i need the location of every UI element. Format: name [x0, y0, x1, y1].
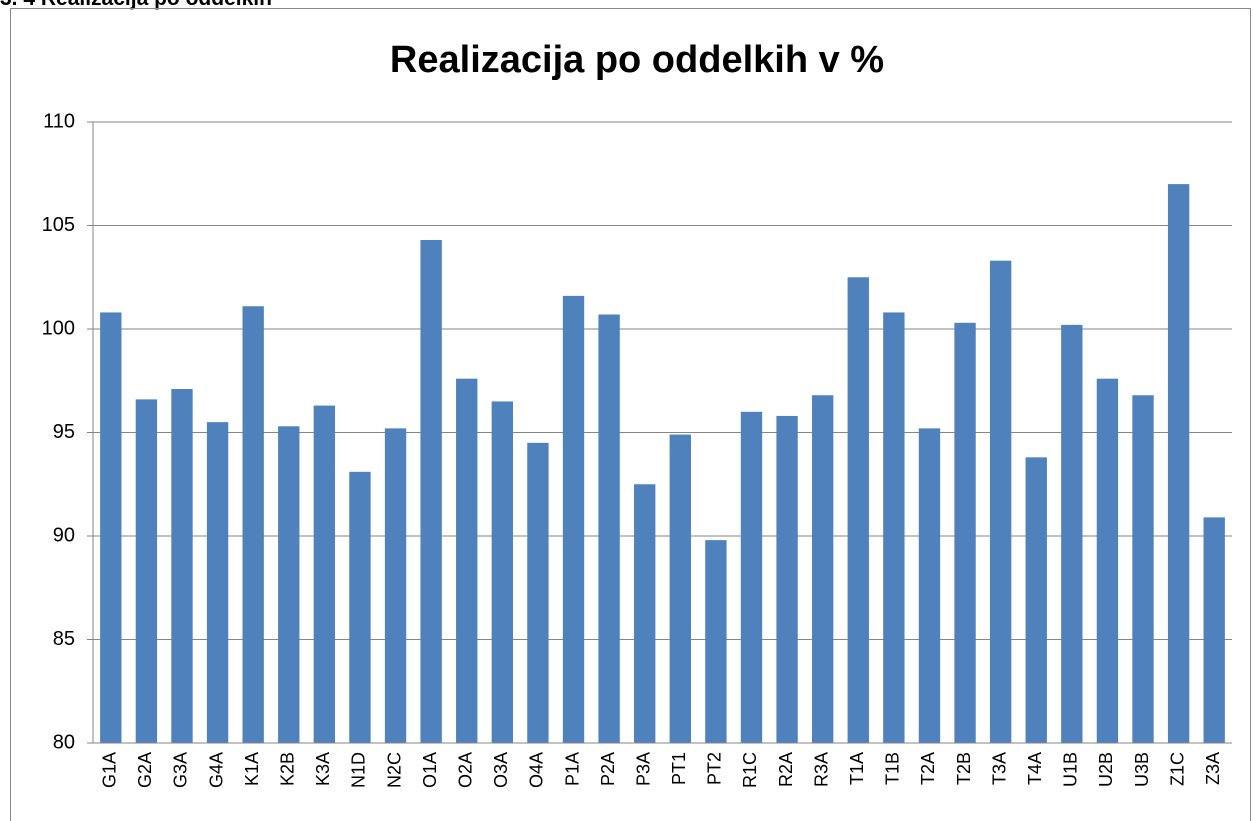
- x-tick-label: G3A: [171, 752, 191, 788]
- x-tick-label: K1A: [242, 752, 262, 786]
- bar: [206, 422, 229, 743]
- bar: [740, 411, 763, 743]
- y-tick-label: 110: [43, 110, 75, 132]
- x-tick-label: PT1: [669, 752, 689, 785]
- bar: [811, 395, 834, 743]
- x-tick-label: G4A: [206, 752, 226, 788]
- x-tick-label: PT2: [705, 752, 725, 785]
- y-tick-label: 95: [53, 421, 75, 443]
- bar: [1132, 395, 1154, 743]
- x-tick-label: P2A: [598, 752, 618, 786]
- chart-frame: [10, 8, 1251, 821]
- y-tick-label: 105: [42, 214, 75, 236]
- chart-title: Realizacija po oddelkih v %: [390, 39, 884, 81]
- bar: [634, 484, 656, 743]
- bar: [384, 428, 407, 743]
- bar: [598, 314, 620, 743]
- bar: [883, 312, 905, 743]
- x-tick-label: T2B: [954, 752, 974, 785]
- x-tick-label: N1D: [349, 752, 369, 788]
- bar: [349, 471, 371, 743]
- bar: [776, 415, 798, 743]
- x-tick-label: K2B: [278, 752, 298, 786]
- x-tick-label: T1A: [847, 752, 867, 785]
- x-tick-label: U2B: [1096, 752, 1116, 787]
- bar: [242, 306, 264, 743]
- bar: [1096, 378, 1119, 743]
- bar: [1061, 324, 1083, 743]
- x-tick-label: T2A: [918, 752, 938, 785]
- bar: [1167, 184, 1190, 744]
- bar: [278, 426, 300, 743]
- bar: [100, 312, 122, 743]
- x-tick-label: O3A: [491, 752, 511, 788]
- x-tick-label: G1A: [100, 752, 120, 788]
- bar: [420, 239, 442, 744]
- y-tick-label: 100: [42, 317, 75, 339]
- bar: [313, 405, 336, 743]
- bar: [954, 322, 976, 743]
- x-tick-label: R3A: [811, 752, 831, 787]
- y-tick-label: 85: [53, 628, 75, 650]
- x-tick-label: N2C: [384, 752, 404, 788]
- bar: [1203, 517, 1225, 743]
- x-tick-label: R1C: [740, 752, 760, 788]
- bar: [491, 401, 514, 743]
- bar: [562, 295, 585, 743]
- bar: [705, 540, 727, 743]
- x-tick-label: U1B: [1061, 752, 1081, 787]
- bar: [1025, 457, 1047, 743]
- x-tick-label: G2A: [135, 752, 155, 788]
- x-tick-label: T1B: [883, 752, 903, 785]
- section-heading: 3. 4 Realizacija po oddelkih: [0, 0, 272, 10]
- x-tick-label: Z3A: [1203, 752, 1223, 785]
- x-tick-label: P3A: [633, 752, 653, 786]
- x-tick-label: Z1C: [1167, 752, 1187, 786]
- x-tick-label: T4A: [1025, 752, 1045, 785]
- bar: [918, 428, 941, 743]
- x-tick-label: O2A: [455, 752, 475, 788]
- bar: [135, 399, 158, 743]
- bar: [171, 389, 193, 743]
- x-tick-label: O4A: [527, 752, 547, 788]
- bar: [527, 442, 549, 743]
- x-tick-label: T3A: [989, 752, 1009, 785]
- x-tick-label: U3B: [1132, 752, 1152, 787]
- y-tick-label: 80: [53, 731, 75, 753]
- bar: [456, 378, 478, 743]
- x-tick-label: O1A: [420, 752, 440, 788]
- bar: [847, 277, 869, 743]
- y-tick-label: 90: [53, 524, 75, 546]
- bar: [669, 434, 691, 743]
- x-tick-label: P1A: [562, 752, 582, 786]
- x-tick-label: R2A: [776, 752, 796, 787]
- bar: [989, 260, 1012, 743]
- x-tick-label: K3A: [313, 752, 333, 786]
